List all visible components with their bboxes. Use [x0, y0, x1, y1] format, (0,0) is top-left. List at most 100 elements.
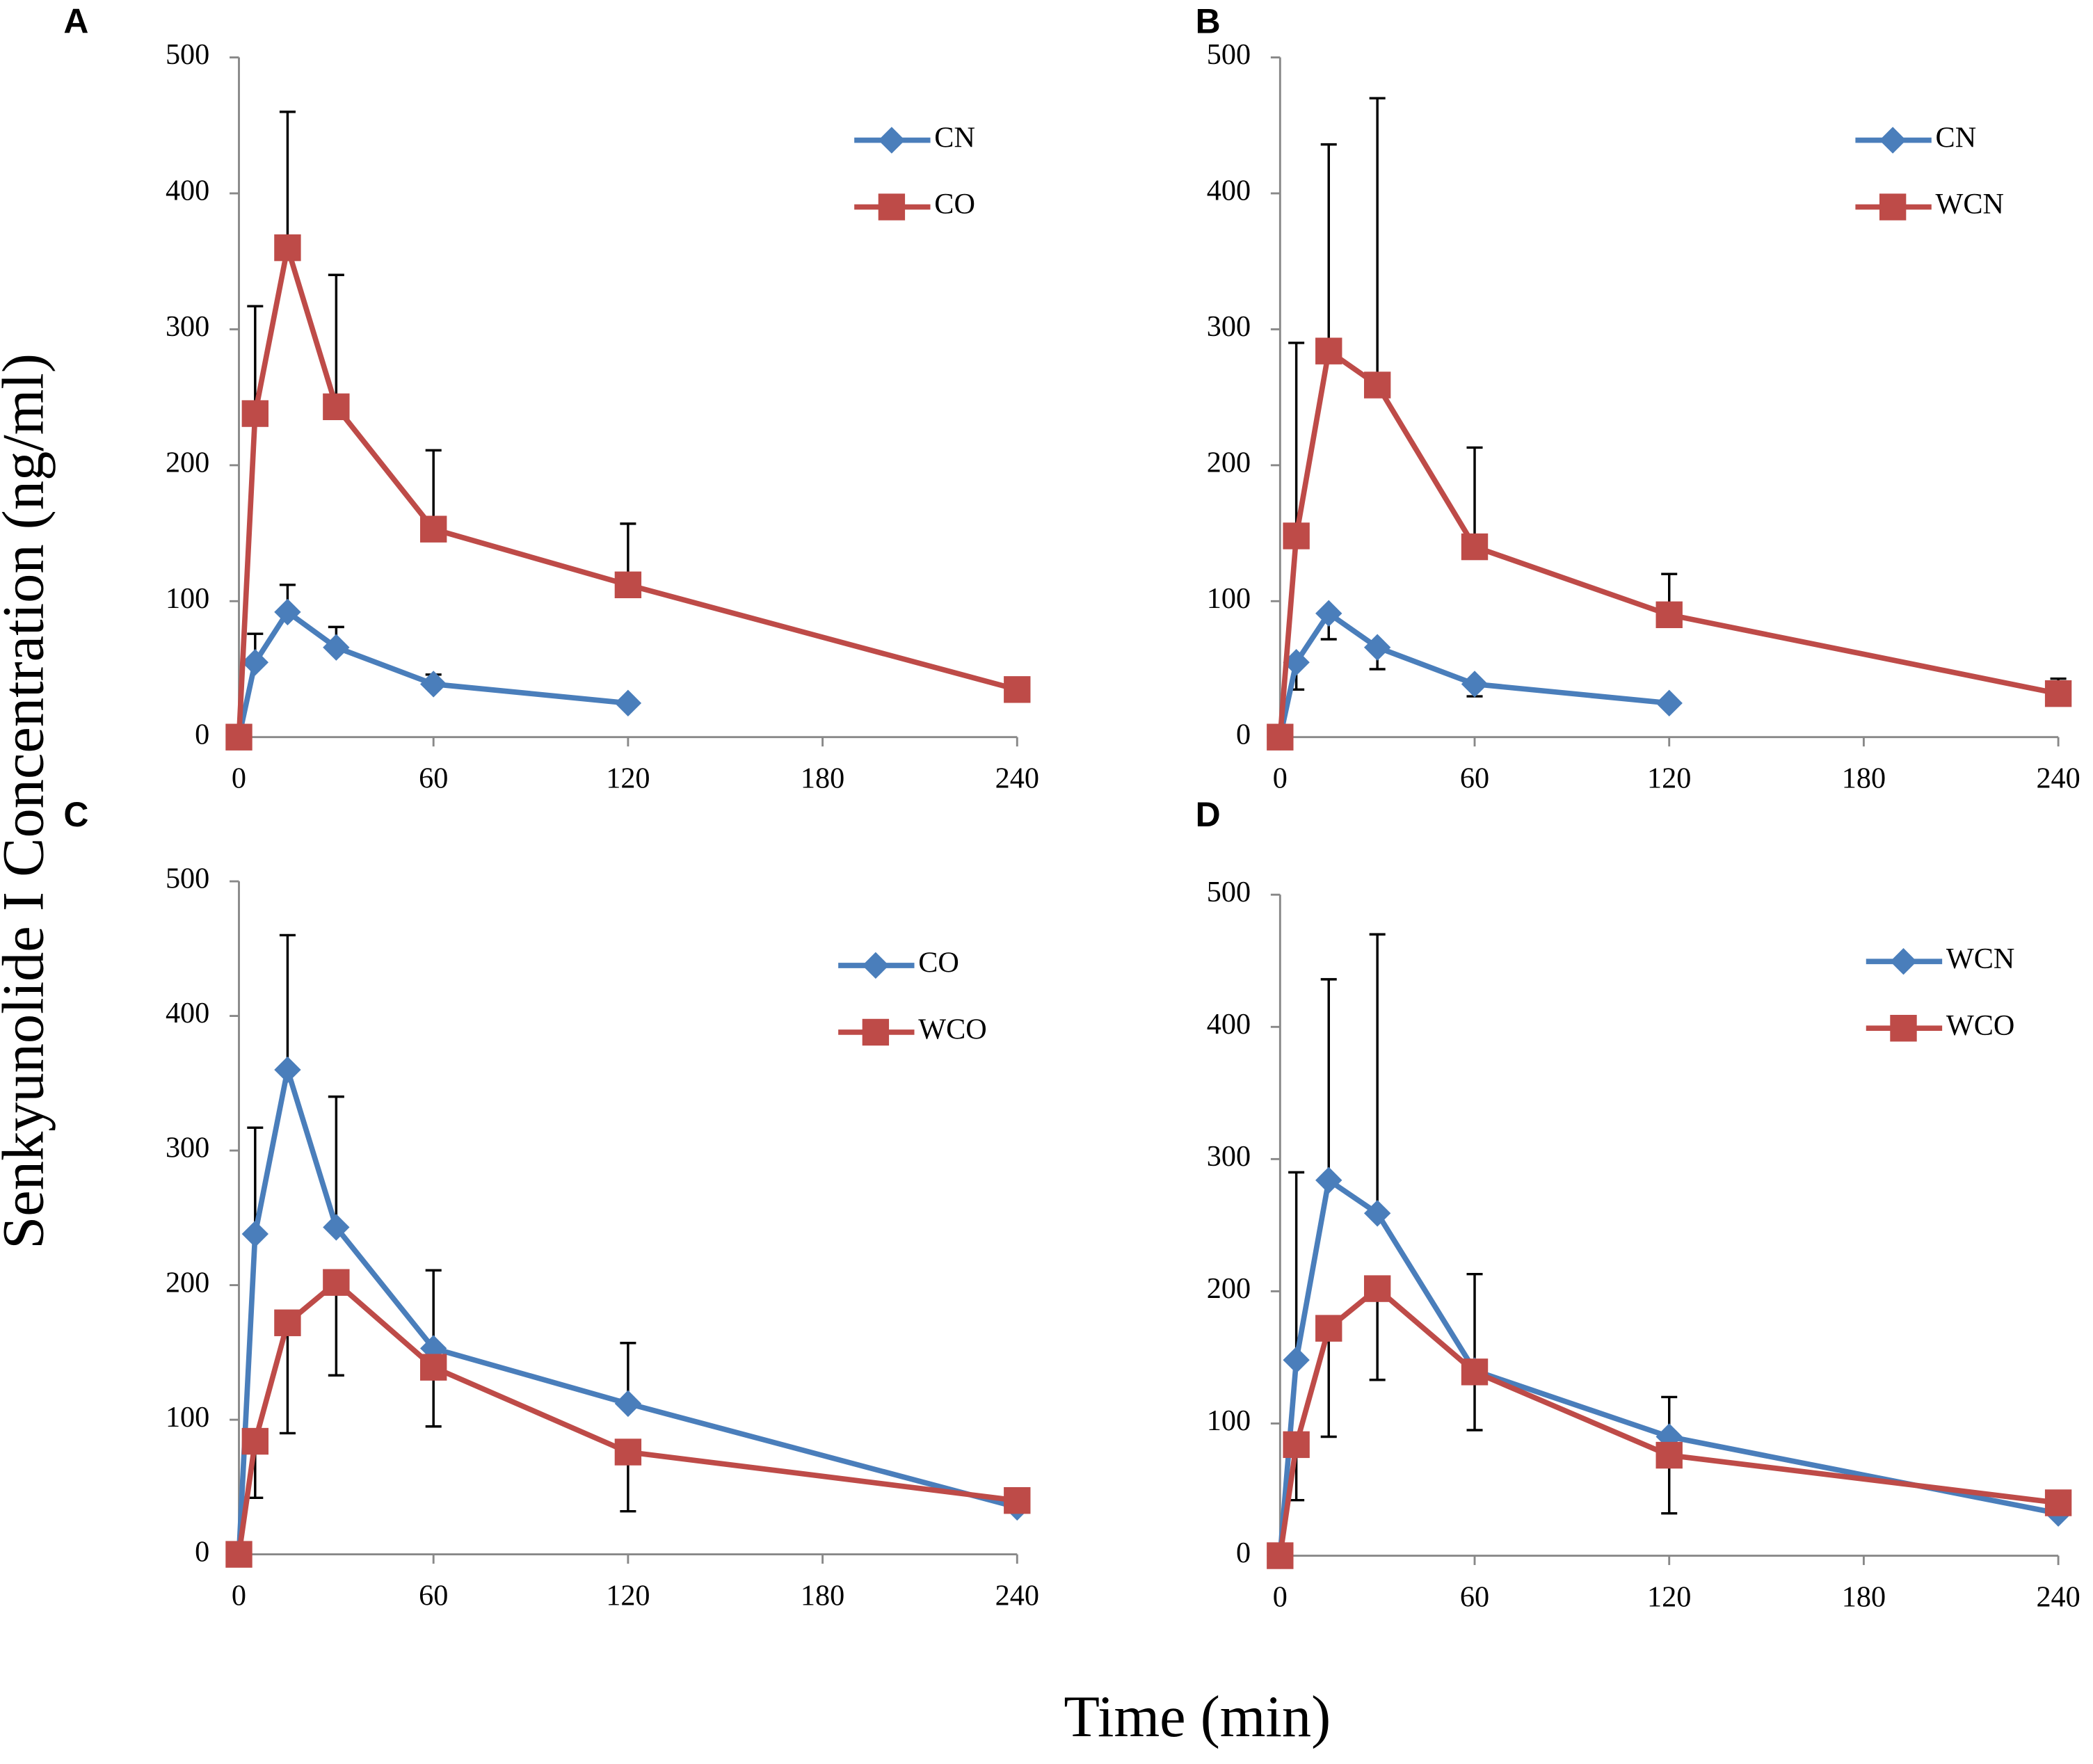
x-tick-label: 0: [1273, 1581, 1288, 1614]
x-tick-label: 0: [232, 762, 246, 795]
data-point: [1461, 533, 1489, 561]
y-tick-label: 300: [166, 310, 209, 343]
data-point: [1363, 371, 1391, 399]
x-tick-label: 120: [606, 1580, 650, 1612]
data-point: [420, 515, 447, 543]
data-point: [1004, 676, 1031, 703]
data-point: [274, 1056, 301, 1084]
data-point: [1283, 1347, 1310, 1374]
y-tick-label: 300: [1207, 1140, 1251, 1173]
data-point: [1655, 689, 1683, 717]
data-point: [1283, 1431, 1310, 1459]
panel-label: C: [63, 795, 88, 834]
x-tick-label: 120: [1647, 762, 1691, 795]
data-point: [1461, 671, 1489, 698]
y-tick-label: 300: [166, 1132, 209, 1164]
y-tick-label: 200: [166, 1266, 209, 1299]
data-point: [241, 1427, 268, 1455]
legend-label: CO: [918, 947, 959, 979]
data-point: [274, 1309, 301, 1336]
data-point: [2044, 1489, 2072, 1516]
y-tick-label: 400: [166, 175, 209, 207]
data-point: [1461, 1358, 1489, 1386]
y-tick-label: 400: [1207, 1008, 1251, 1041]
y-tick-label: 0: [195, 718, 209, 751]
series-line: [236, 247, 1018, 737]
x-tick-label: 240: [2036, 762, 2080, 795]
y-tick-label: 500: [166, 38, 209, 71]
data-point: [1655, 1441, 1683, 1469]
series-line: [1277, 346, 2059, 738]
data-point: [241, 400, 268, 427]
legend-label: WCO: [918, 1013, 986, 1046]
panel-label: B: [1196, 2, 1221, 41]
data-point: [614, 1438, 642, 1466]
x-tick-label: 180: [1842, 762, 1886, 795]
x-tick-label: 0: [232, 1580, 246, 1612]
x-tick-label: 240: [2036, 1581, 2080, 1614]
data-point: [274, 234, 301, 262]
data-point: [614, 1390, 642, 1418]
y-tick-label: 200: [1207, 447, 1251, 479]
data-point: [274, 598, 301, 626]
y-tick-label: 500: [1207, 38, 1251, 71]
x-tick-label: 60: [419, 1580, 448, 1612]
data-point: [1363, 1200, 1391, 1227]
x-tick-label: 180: [801, 762, 844, 795]
y-tick-label: 400: [166, 997, 209, 1029]
x-tick-label: 240: [995, 1580, 1039, 1612]
data-point: [614, 571, 642, 599]
data-point: [225, 1541, 252, 1568]
data-point: [1315, 1315, 1342, 1342]
data-point: [420, 1354, 447, 1381]
x-tick-label: 180: [801, 1580, 844, 1612]
series-line: [1277, 609, 1670, 738]
legend-marker: [1890, 948, 1917, 975]
legend-marker: [1879, 127, 1907, 154]
panel-label: D: [1196, 795, 1221, 834]
legend-label: CN: [934, 121, 975, 154]
y-tick-label: 200: [1207, 1272, 1251, 1305]
x-tick-label: 120: [606, 762, 650, 795]
y-tick-label: 0: [1236, 718, 1251, 751]
series-line: [236, 1278, 1018, 1555]
legend-label: WCN: [1936, 188, 2004, 220]
x-tick-label: 240: [995, 762, 1039, 795]
data-point: [323, 393, 350, 421]
x-tick-label: 120: [1647, 1581, 1691, 1614]
y-tick-label: 0: [1236, 1537, 1251, 1569]
data-point: [1315, 337, 1342, 364]
y-tick-label: 100: [166, 582, 209, 615]
data-point: [2044, 680, 2072, 707]
data-point: [323, 1269, 350, 1296]
panel-label: A: [63, 2, 88, 41]
legend-label: CN: [1936, 121, 1977, 154]
y-tick-label: 500: [166, 863, 209, 895]
data-point: [1267, 723, 1294, 751]
legend-marker: [878, 193, 906, 220]
y-axis-label: Senkyunolide I Concentration (ng/ml): [0, 353, 56, 1249]
legend-marker: [862, 952, 890, 979]
data-point: [614, 689, 642, 717]
y-tick-label: 100: [1207, 582, 1251, 615]
x-tick-label: 0: [1273, 762, 1288, 795]
data-point: [1283, 522, 1310, 550]
legend-label: WCO: [1946, 1009, 2014, 1042]
data-point: [1655, 601, 1683, 629]
y-tick-label: 500: [1207, 876, 1251, 908]
legend-label: CO: [934, 188, 975, 220]
y-tick-label: 100: [1207, 1404, 1251, 1437]
y-tick-label: 0: [195, 1535, 209, 1568]
x-tick-label: 60: [419, 762, 448, 795]
legend-marker: [1879, 193, 1907, 220]
y-tick-label: 300: [1207, 310, 1251, 343]
legend-label: WCN: [1946, 943, 2014, 975]
data-point: [1004, 1486, 1031, 1514]
data-point: [225, 723, 252, 751]
data-point: [420, 671, 447, 698]
legend-marker: [878, 127, 906, 154]
x-tick-label: 180: [1842, 1581, 1886, 1614]
y-tick-label: 400: [1207, 175, 1251, 207]
